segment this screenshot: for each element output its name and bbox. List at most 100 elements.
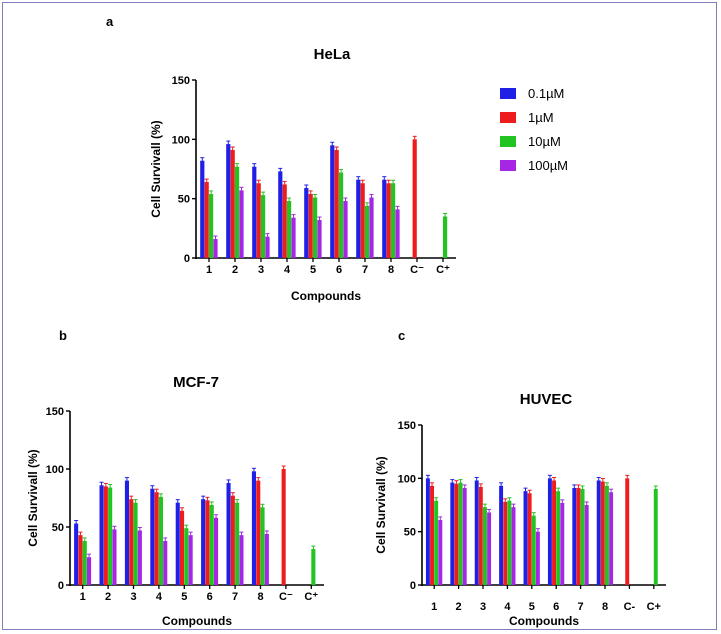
mcf7-bar-0-2 (124, 480, 129, 585)
hela-xtick-label-3: 4 (284, 264, 291, 276)
mcf7-xtick-label-8: C⁻ (279, 591, 293, 603)
mcf7-ytick-label-1: 50 (52, 522, 64, 534)
hela-title: HeLa (314, 46, 351, 63)
huvec-ytick-label-3: 150 (398, 420, 416, 432)
hela-bar-0-1 (226, 144, 231, 258)
huvec-xtick-label-0: 1 (431, 601, 437, 613)
hela-bar-0-4 (304, 187, 309, 258)
hela-xtick-label-6: 7 (362, 264, 368, 276)
hela-bar-2-1 (235, 166, 240, 258)
hela-bar-1-8 (412, 139, 417, 258)
hela-xtick-label-1: 2 (232, 264, 238, 276)
hela-ytick-label-2: 100 (172, 134, 190, 146)
hela-bar-3-0 (213, 239, 218, 258)
legend-swatch-1 (500, 112, 516, 123)
mcf7-bar-0-3 (150, 488, 155, 585)
huvec-title: HUVEC (520, 391, 573, 408)
mcf7-y-axis-label: Cell Survivall (%) (26, 449, 40, 546)
mcf7-bar-1-5 (205, 500, 210, 585)
legend-swatch-3 (500, 160, 516, 171)
huvec-xtick-label-1: 2 (456, 601, 462, 613)
mcf7-bar-2-1 (108, 487, 113, 585)
hela-bar-3-4 (317, 220, 322, 258)
mcf7-bar-2-7 (260, 507, 265, 585)
hela-bar-3-7 (395, 209, 400, 258)
huvec-x-axis-label: Compounds (509, 614, 579, 628)
huvec-ytick-label-1: 50 (404, 527, 416, 539)
huvec-bar-0-4 (523, 491, 528, 585)
mcf7-bar-0-1 (99, 485, 104, 585)
hela-xtick-label-8: C⁻ (410, 264, 424, 276)
huvec-xtick-label-6: 7 (578, 601, 584, 613)
hela-bar-0-5 (330, 145, 335, 258)
mcf7-xtick-label-3: 4 (156, 591, 163, 603)
mcf7-bar-2-6 (235, 502, 240, 585)
huvec-bar-2-3 (507, 500, 512, 585)
mcf7-x-axis-label: Compounds (162, 614, 232, 628)
mcf7-bar-1-1 (103, 486, 108, 585)
panel-label-a: a (106, 14, 114, 29)
hela-xtick-label-0: 1 (206, 264, 212, 276)
huvec-bar-0-2 (474, 480, 479, 585)
huvec-xtick-label-7: 8 (602, 601, 608, 613)
huvec-bar-1-1 (454, 483, 459, 585)
mcf7-bar-1-7 (256, 480, 261, 585)
hela-bar-2-7 (391, 183, 396, 258)
huvec-bar-2-5 (556, 491, 561, 585)
hela-ytick-label-3: 150 (172, 75, 190, 87)
hela-bar-3-5 (343, 201, 348, 258)
huvec-bar-1-0 (430, 485, 435, 585)
mcf7-bar-1-6 (230, 495, 235, 585)
mcf7-xtick-label-5: 6 (207, 591, 213, 603)
huvec-bar-2-2 (483, 507, 487, 585)
mcf7-bar-3-2 (137, 530, 142, 585)
mcf7-xtick-label-2: 3 (130, 591, 136, 603)
mcf7-bar-0-0 (74, 523, 79, 585)
hela-bar-1-3 (282, 184, 287, 258)
huvec-bar-0-1 (450, 482, 455, 585)
huvec-bar-3-1 (462, 487, 467, 585)
huvec-bar-3-3 (511, 507, 516, 585)
huvec-xtick-label-9: C+ (647, 601, 661, 613)
huvec-bar-0-7 (596, 480, 601, 585)
huvec-xtick-label-5: 6 (553, 601, 559, 613)
huvec-bar-1-6 (576, 487, 581, 585)
huvec-bar-0-3 (499, 485, 504, 585)
mcf7-bar-3-4 (188, 535, 193, 585)
hela-xtick-label-9: C⁺ (436, 264, 450, 276)
mcf7-xtick-label-6: 7 (232, 591, 238, 603)
mcf7-title: MCF-7 (173, 374, 219, 391)
legend-label-0: 0.1µM (528, 86, 564, 101)
huvec-bar-3-2 (487, 512, 492, 585)
huvec-bar-1-3 (503, 501, 508, 585)
mcf7-xtick-label-1: 2 (105, 591, 111, 603)
huvec-y-axis-label: Cell Survivall (%) (374, 456, 388, 553)
hela-xtick-label-7: 8 (388, 264, 394, 276)
hela-bar-1-4 (308, 193, 313, 258)
hela-bar-1-7 (386, 183, 391, 258)
huvec-xtick-label-2: 3 (480, 601, 486, 613)
mcf7-bar-0-7 (251, 471, 256, 585)
hela-bar-0-3 (278, 171, 283, 258)
huvec-bar-3-4 (535, 531, 540, 585)
mcf7-xtick-label-0: 1 (80, 591, 86, 603)
huvec-bar-0-5 (547, 478, 552, 585)
huvec-bar-2-6 (580, 489, 585, 585)
huvec-chart: HUVEC 0 50 100 150 Cell Survivall (%) Compound… (374, 391, 666, 628)
hela-bar-3-3 (291, 217, 296, 258)
mcf7-bar-0-5 (201, 499, 206, 585)
panel-label-c: c (398, 328, 405, 343)
mcf7-bar-3-3 (163, 540, 168, 585)
huvec-bar-1-8 (625, 478, 630, 585)
mcf7-bar-2-0 (82, 540, 87, 585)
hela-bar-0-0 (200, 160, 205, 258)
hela-ytick-label-1: 50 (178, 194, 190, 206)
panel-label-b: b (59, 328, 67, 343)
huvec-xtick-label-4: 5 (529, 601, 535, 613)
huvec-bar-2-7 (605, 485, 609, 585)
huvec-bar-2-9 (653, 489, 658, 585)
huvec-ytick-label-0: 0 (410, 580, 416, 592)
hela-xtick-label-4: 5 (310, 264, 316, 276)
hela-ytick-label-0: 0 (184, 253, 190, 265)
huvec-xtick-label-3: 4 (504, 601, 511, 613)
